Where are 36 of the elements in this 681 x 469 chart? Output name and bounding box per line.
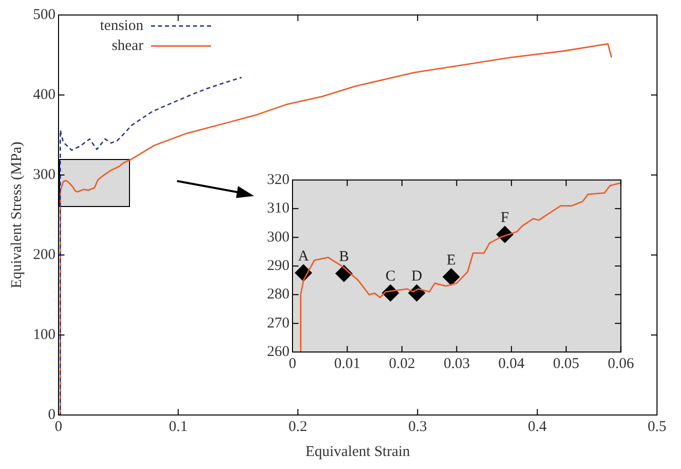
y-tick-label: 0	[48, 406, 56, 423]
x-tick-label: 0.2	[288, 418, 308, 435]
y-tick-label: 290	[267, 258, 290, 274]
x-tick-label: 0.06	[608, 356, 634, 372]
x-tick-label: 0.3	[408, 418, 427, 435]
y-tick-label: 280	[267, 286, 290, 303]
annotation: F	[500, 210, 510, 226]
y-tick-label: 310	[267, 200, 290, 217]
y-tick-label: 400	[33, 86, 56, 103]
y-axis-title: Equivalent Stress (MPa)	[8, 142, 25, 288]
y-tick-label: 260	[267, 344, 290, 360]
legend-label: shear	[112, 37, 144, 56]
legend-label: tension	[100, 17, 144, 36]
y-tick-label: 500	[33, 6, 56, 23]
y-tick-label: 100	[33, 326, 56, 343]
line-series	[58, 76, 242, 415]
annotation: E	[446, 252, 456, 268]
x-tick-label: 0.05	[553, 356, 580, 372]
x-tick-label: 0.03	[444, 356, 470, 372]
y-tick-label: 270	[267, 315, 290, 332]
x-axis-title: Equivalent Strain	[305, 444, 411, 460]
y-tick-label: 200	[33, 246, 56, 263]
y-tick-label: 320	[267, 172, 290, 188]
x-tick-label: 0.04	[498, 356, 526, 372]
x-tick-label: 0.4	[528, 418, 548, 435]
x-tick-label: 0.5	[648, 418, 666, 435]
x-tick-label: 0.1	[168, 418, 188, 435]
annotation: B	[338, 248, 349, 265]
annotation: A	[298, 248, 310, 264]
point	[442, 268, 460, 286]
annotation: C	[385, 268, 396, 284]
x-tick-label: 0.02	[388, 356, 416, 372]
y-tick-label: 300	[33, 166, 56, 183]
y-tick-label: 300	[267, 229, 290, 246]
x-tick-label: 0.01	[334, 356, 360, 372]
annotation: D	[411, 268, 422, 284]
